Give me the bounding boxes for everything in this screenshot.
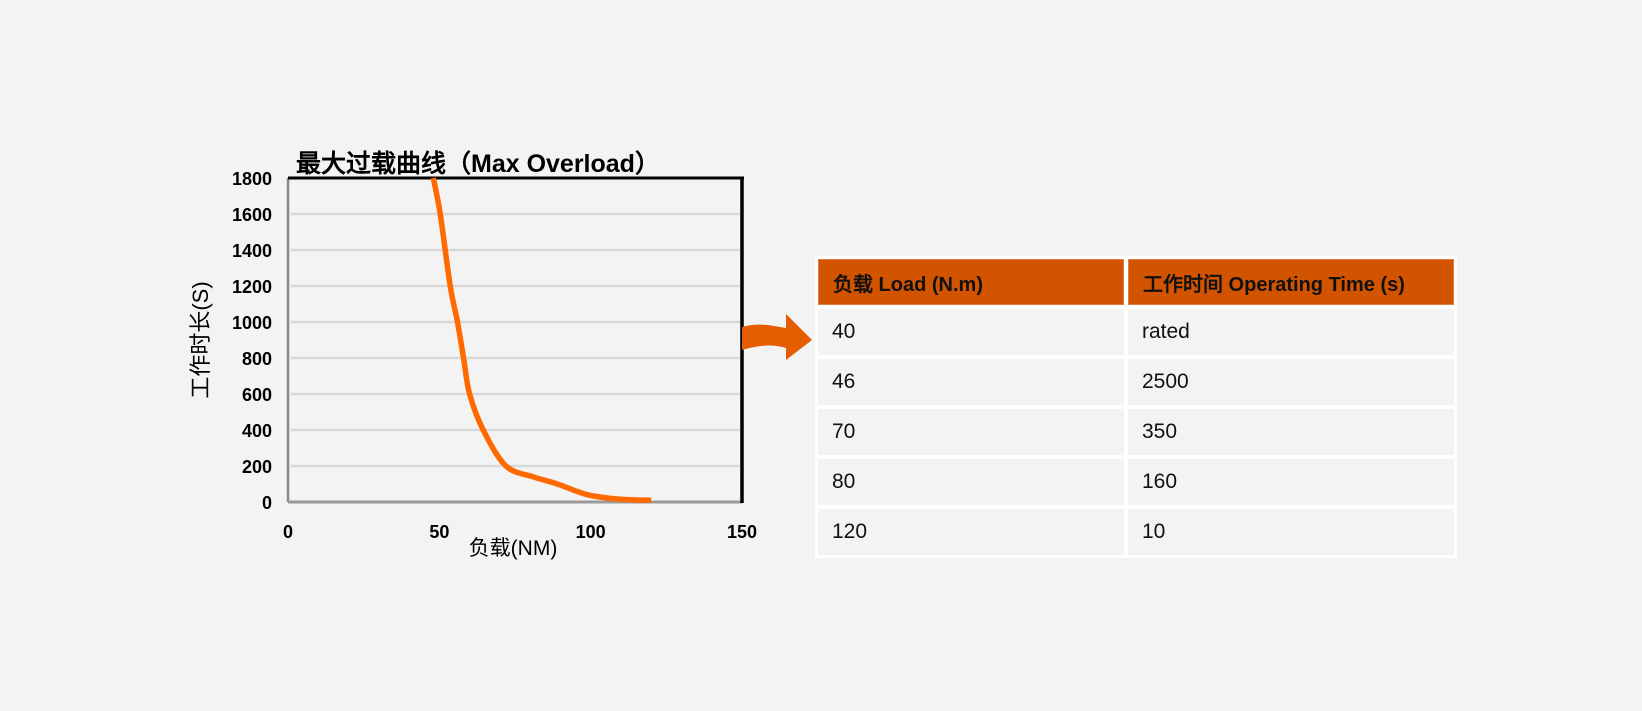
x-tick-label: 150 — [727, 522, 757, 542]
x-axis-label: 负载(NM) — [469, 537, 558, 560]
table-header-row: 负载 Load (N.m) 工作时间 Operating Time (s) — [818, 259, 1454, 305]
overload-table: 负载 Load (N.m) 工作时间 Operating Time (s) 40… — [815, 256, 1457, 558]
y-tick-label: 600 — [242, 385, 272, 405]
cell-load: 120 — [818, 509, 1124, 555]
axes — [286, 176, 744, 504]
cell-operating-time: 160 — [1128, 459, 1454, 505]
y-tick-label: 1000 — [232, 313, 272, 333]
cell-load: 70 — [818, 409, 1124, 455]
y-tick-labels: 0 200 400 600 800 1000 1200 1400 1600 1800 — [232, 169, 272, 513]
gridlines — [291, 212, 740, 468]
table-row: 40 rated — [818, 309, 1454, 355]
y-tick-label: 200 — [242, 457, 272, 477]
cell-operating-time: 2500 — [1128, 359, 1454, 405]
series — [430, 177, 652, 503]
x-tick-label: 100 — [576, 522, 606, 542]
table-row: 120 10 — [818, 509, 1454, 555]
cell-load: 80 — [818, 459, 1124, 505]
table-row: 46 2500 — [818, 359, 1454, 405]
x-tick-label: 0 — [283, 522, 293, 542]
table-row: 80 160 — [818, 459, 1454, 505]
y-axis-label: 工作时长(S) — [188, 281, 213, 398]
column-header-load: 负载 Load (N.m) — [818, 259, 1124, 305]
x-tick-labels: 0 50 100 150 — [283, 522, 757, 542]
cell-operating-time: 10 — [1128, 509, 1454, 555]
cell-operating-time: rated — [1128, 309, 1454, 355]
cell-load: 46 — [818, 359, 1124, 405]
column-header-operating-time: 工作时间 Operating Time (s) — [1128, 259, 1454, 305]
y-tick-label: 1400 — [232, 241, 272, 261]
y-tick-label: 400 — [242, 421, 272, 441]
chart-title: 最大过载曲线（Max Overload） — [296, 149, 660, 178]
x-tick-label: 50 — [429, 522, 449, 542]
cell-load: 40 — [818, 309, 1124, 355]
y-tick-label: 0 — [262, 493, 272, 513]
y-tick-label: 800 — [242, 349, 272, 369]
series-line — [430, 177, 652, 503]
y-tick-label: 1200 — [232, 277, 272, 297]
cell-operating-time: 350 — [1128, 409, 1454, 455]
y-tick-label: 1800 — [232, 169, 272, 189]
y-tick-label: 1600 — [232, 205, 272, 225]
right-arrow-icon — [742, 314, 812, 360]
table-row: 70 350 — [818, 409, 1454, 455]
